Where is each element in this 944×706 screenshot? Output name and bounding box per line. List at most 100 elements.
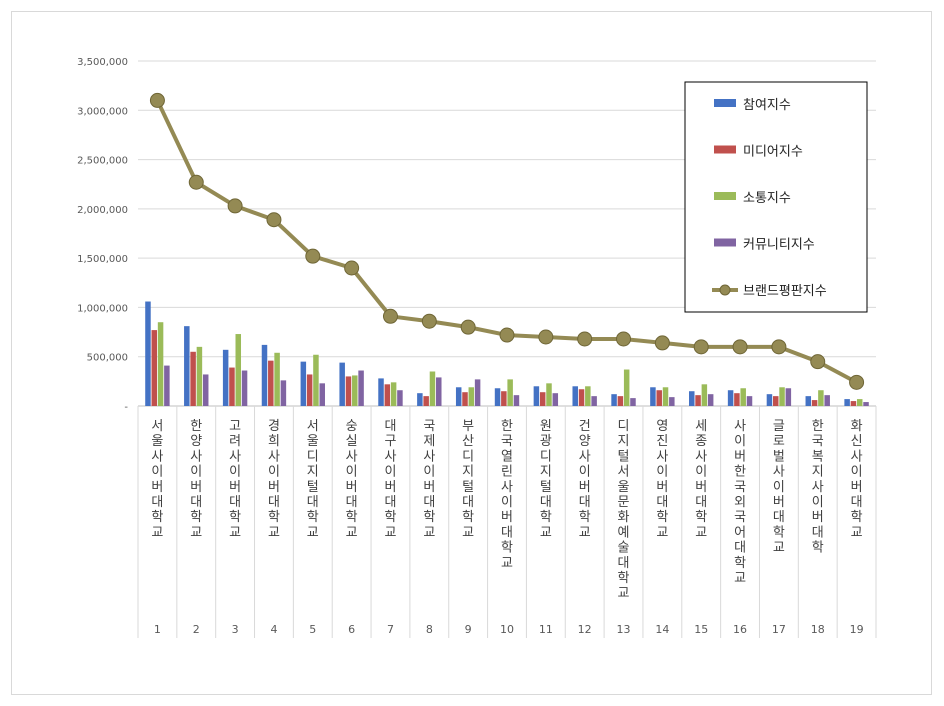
bar <box>157 322 164 406</box>
legend-label: 커뮤니티지수 <box>743 238 815 253</box>
legend-label: 브랜드평판지수 <box>743 284 827 299</box>
bar <box>300 361 307 406</box>
bar <box>695 395 701 406</box>
line-point <box>188 174 204 190</box>
bar <box>397 390 403 406</box>
bar <box>274 352 280 406</box>
y-tick-label: 500,000 <box>87 353 128 364</box>
bar-series <box>145 301 869 406</box>
bar <box>630 398 636 406</box>
bar <box>546 383 552 406</box>
bar <box>501 391 507 406</box>
bar <box>617 396 624 406</box>
bar <box>740 388 746 406</box>
y-tick-label: 1,500,000 <box>77 254 128 265</box>
line-point <box>499 327 515 343</box>
rank-label: 1 <box>154 623 161 636</box>
rank-label: 16 <box>733 623 747 636</box>
bar <box>650 387 656 406</box>
bar <box>662 387 669 406</box>
bar <box>390 382 397 406</box>
bar <box>462 392 468 406</box>
bar <box>229 367 235 406</box>
bar <box>539 392 546 406</box>
line-point <box>732 339 748 355</box>
line-point <box>149 92 165 108</box>
bar <box>689 391 695 406</box>
x-axis-categories: 서 울 사 이 버 대 학 교 1 한 양 사 이 버 대 학 교 2 고 려 사 이 버 대 학 교 3 경 희 사 이 버 대 학 교 4 서 울 디 지… <box>151 419 863 636</box>
rank-label: 15 <box>694 623 708 636</box>
line-point <box>577 331 593 347</box>
line-point <box>266 212 282 228</box>
bar <box>429 371 436 406</box>
bar <box>623 369 630 406</box>
line-point <box>460 319 476 335</box>
rank-label: 8 <box>426 623 433 636</box>
line-point <box>538 329 554 345</box>
bar <box>196 346 203 406</box>
bar <box>734 393 740 406</box>
legend-label: 참여지수 <box>743 98 791 113</box>
bar <box>850 401 857 406</box>
bar <box>313 354 319 406</box>
rank-label: 6 <box>348 623 355 636</box>
bar <box>656 390 662 406</box>
y-tick-label: 3,500,000 <box>77 57 128 68</box>
bar <box>261 344 268 406</box>
legend-swatch <box>714 99 736 107</box>
bar <box>417 393 423 406</box>
bar <box>507 379 513 406</box>
line-point <box>421 313 437 329</box>
line-point <box>227 198 243 214</box>
bar <box>785 388 792 406</box>
bar <box>578 389 585 406</box>
bar <box>585 386 591 406</box>
chart-frame: - 500,000 1,000,000 1,500,000 2,000,000 2,500… <box>11 11 932 695</box>
line-point <box>693 339 709 355</box>
bar <box>863 402 869 406</box>
rank-label: 9 <box>465 623 472 636</box>
bar <box>824 395 830 406</box>
bar <box>727 390 734 406</box>
bar <box>345 376 352 406</box>
bar <box>384 384 391 406</box>
line-point <box>344 260 360 276</box>
bar <box>280 380 287 406</box>
rank-label: 10 <box>500 623 514 636</box>
bar <box>268 360 274 406</box>
bar <box>474 379 481 406</box>
line-point <box>382 308 398 324</box>
rank-label: 12 <box>578 623 592 636</box>
bar <box>772 396 779 406</box>
legend-swatch <box>714 238 736 247</box>
line-point <box>810 354 826 370</box>
bar <box>164 365 170 406</box>
bar <box>805 396 812 406</box>
bar <box>378 378 384 406</box>
bar <box>468 387 475 406</box>
y-tick-label: 3,000,000 <box>77 106 128 117</box>
bar <box>572 386 578 406</box>
legend-label: 미디어지수 <box>743 145 803 160</box>
rank-label: 13 <box>617 623 631 636</box>
y-tick-label: 1,000,000 <box>77 303 128 314</box>
line-point <box>616 331 632 347</box>
rank-label: 19 <box>850 623 864 636</box>
bar <box>306 374 313 406</box>
y-tick-label: 2,000,000 <box>77 205 128 216</box>
rank-label: 7 <box>387 623 394 636</box>
bar <box>202 374 209 406</box>
bar <box>190 351 196 406</box>
y-tick-label: 2,500,000 <box>77 156 128 167</box>
bar <box>145 301 151 406</box>
bar <box>669 397 675 406</box>
